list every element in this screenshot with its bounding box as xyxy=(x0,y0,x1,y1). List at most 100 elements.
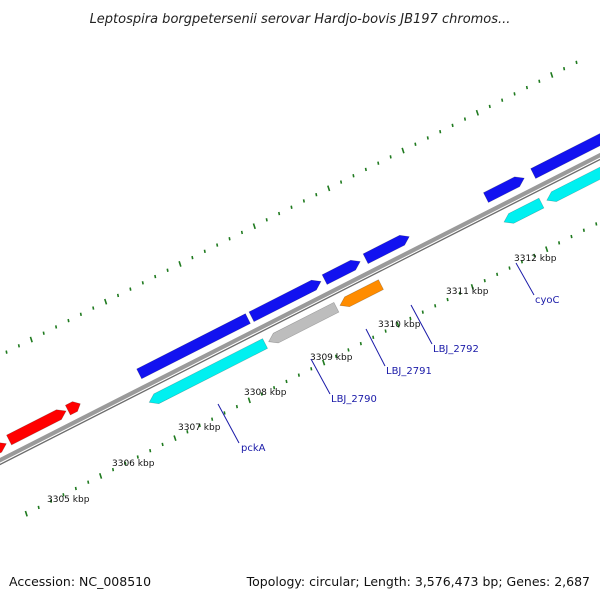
gene-arrow-cyan[interactable] xyxy=(148,338,268,405)
minor-tick-mark xyxy=(352,174,355,178)
minor-tick-mark xyxy=(414,142,417,146)
minor-tick-mark xyxy=(17,344,20,348)
minor-tick-mark xyxy=(483,278,486,283)
minor-tick-mark xyxy=(520,260,524,264)
minor-tick-mark xyxy=(582,228,585,232)
minor-tick-mark xyxy=(161,442,164,447)
minor-tick-mark xyxy=(439,129,442,134)
major-tick-mark xyxy=(470,284,474,290)
minor-tick-mark xyxy=(278,211,281,216)
gene-arrow-cyan[interactable] xyxy=(546,153,600,202)
gene-arrow-blue[interactable] xyxy=(321,259,361,285)
minor-tick-mark xyxy=(235,404,239,409)
minor-tick-mark xyxy=(49,499,53,503)
minor-tick-mark xyxy=(451,123,454,128)
minor-tick-mark xyxy=(54,325,58,329)
gene-arrow-blue[interactable] xyxy=(483,176,525,203)
minor-tick-mark xyxy=(203,249,206,254)
minor-tick-mark xyxy=(364,167,367,172)
minor-tick-mark xyxy=(575,60,578,65)
gene-label-leader xyxy=(410,304,433,345)
minor-tick-mark xyxy=(198,423,201,428)
minor-tick-mark xyxy=(302,199,305,203)
major-tick-mark xyxy=(173,435,177,442)
gene-label[interactable]: LBJ_2791 xyxy=(386,366,432,377)
gene-features xyxy=(0,130,600,468)
minor-tick-mark xyxy=(37,505,40,510)
minor-tick-mark xyxy=(446,297,449,302)
minor-tick-mark xyxy=(513,92,516,96)
minor-tick-mark xyxy=(87,480,90,484)
tick-label: 3307 kbp xyxy=(178,423,221,433)
minor-tick-mark xyxy=(124,461,127,466)
major-tick-mark xyxy=(327,185,331,192)
gene-arrow-cyan[interactable] xyxy=(503,197,545,224)
minor-tick-mark xyxy=(558,241,561,245)
gene-label-leader xyxy=(310,358,331,395)
major-tick-mark xyxy=(247,397,251,404)
minor-tick-mark xyxy=(116,293,120,298)
gene-arrow-blue[interactable] xyxy=(362,234,410,265)
gene-arrow-red[interactable] xyxy=(6,409,67,446)
minor-tick-mark xyxy=(285,379,288,384)
minor-tick-mark xyxy=(372,335,375,340)
backbone-line xyxy=(0,158,600,466)
backbone xyxy=(0,152,600,466)
minor-tick-mark xyxy=(240,230,244,235)
minor-tick-mark xyxy=(339,180,343,184)
minor-tick-mark xyxy=(538,79,541,83)
minor-tick-mark xyxy=(166,268,169,272)
minor-tick-mark xyxy=(458,291,462,295)
gene-arrow-red[interactable] xyxy=(0,442,7,468)
gene-label[interactable]: LBJ_2790 xyxy=(331,394,377,405)
minor-tick-mark xyxy=(421,310,424,314)
tick-labels: 3305 kbp 3306 kbp 3307 kbp 3308 kbp 3309 kbp… xyxy=(47,254,557,505)
minor-tick-mark xyxy=(228,237,231,241)
tick-label: 3312 kbp xyxy=(514,254,557,264)
minor-tick-mark xyxy=(191,255,194,260)
major-tick-mark xyxy=(322,359,326,366)
minor-tick-mark xyxy=(347,348,350,352)
minor-tick-mark xyxy=(297,373,300,377)
minor-tick-mark xyxy=(359,341,362,346)
minor-tick-mark xyxy=(463,117,467,121)
gene-label-leader xyxy=(217,403,240,444)
minor-tick-mark xyxy=(5,350,8,354)
gene-arrow-blue[interactable] xyxy=(248,279,322,323)
tick-label: 3306 kbp xyxy=(112,459,155,469)
minor-tick-mark xyxy=(154,274,157,279)
minor-tick-mark xyxy=(149,449,152,453)
major-tick-mark xyxy=(545,246,549,253)
tick-label: 3310 kbp xyxy=(378,320,421,330)
minor-tick-mark xyxy=(334,354,338,358)
accession-text: Accession: NC_008510 xyxy=(9,574,151,589)
minor-tick-mark xyxy=(595,222,598,226)
minor-tick-mark xyxy=(141,281,144,285)
gene-label[interactable]: cyoC xyxy=(535,295,560,306)
tick-label: 3305 kbp xyxy=(47,495,90,505)
gene-arrow-blue[interactable] xyxy=(136,313,251,380)
minor-tick-mark xyxy=(310,367,313,371)
tick-marks xyxy=(5,60,598,517)
minor-tick-mark xyxy=(488,104,491,109)
minor-tick-mark xyxy=(42,331,45,335)
minor-tick-mark xyxy=(79,312,82,317)
gene-arrow-gray[interactable] xyxy=(268,301,340,344)
gene-arrow-red[interactable] xyxy=(64,401,81,416)
minor-tick-mark xyxy=(409,316,412,321)
minor-tick-mark xyxy=(426,136,429,140)
gene-label[interactable]: pckA xyxy=(241,443,266,454)
minor-tick-mark xyxy=(290,205,293,209)
minor-tick-mark xyxy=(265,218,268,222)
minor-tick-mark xyxy=(384,329,387,333)
gene-arrow-orange[interactable] xyxy=(339,279,384,308)
map-title: Leptospira borgpetersenii serovar Hardjo… xyxy=(90,12,511,27)
minor-tick-mark xyxy=(389,155,392,159)
gene-arrow-blue[interactable] xyxy=(530,130,600,179)
major-tick-mark xyxy=(401,147,405,154)
minor-tick-mark xyxy=(434,304,437,308)
gene-label[interactable]: LBJ_2792 xyxy=(433,344,479,355)
minor-tick-mark xyxy=(67,318,70,323)
major-tick-mark xyxy=(396,321,400,328)
